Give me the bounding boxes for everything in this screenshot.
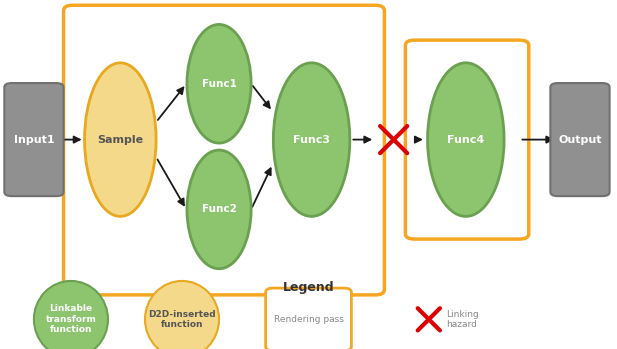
FancyBboxPatch shape (4, 83, 64, 196)
Text: Linkable
transform
function: Linkable transform function (46, 304, 96, 334)
Text: Output: Output (558, 135, 602, 144)
Text: Func3: Func3 (293, 135, 330, 144)
Text: Linking
hazard: Linking hazard (446, 310, 479, 329)
Text: Func2: Func2 (202, 205, 236, 214)
Text: D2D-inserted
function: D2D-inserted function (148, 310, 216, 329)
Text: Rendering pass: Rendering pass (273, 315, 344, 324)
Text: Input1: Input1 (14, 135, 54, 144)
Text: Func1: Func1 (202, 79, 236, 89)
Text: Func4: Func4 (447, 135, 484, 144)
Ellipse shape (85, 63, 156, 216)
Text: Legend: Legend (283, 281, 334, 295)
FancyBboxPatch shape (265, 288, 352, 349)
Ellipse shape (273, 63, 350, 216)
Ellipse shape (145, 281, 219, 349)
Ellipse shape (187, 150, 251, 269)
Ellipse shape (34, 281, 108, 349)
Text: Sample: Sample (97, 135, 143, 144)
Ellipse shape (428, 63, 504, 216)
Ellipse shape (187, 24, 251, 143)
FancyBboxPatch shape (550, 83, 610, 196)
